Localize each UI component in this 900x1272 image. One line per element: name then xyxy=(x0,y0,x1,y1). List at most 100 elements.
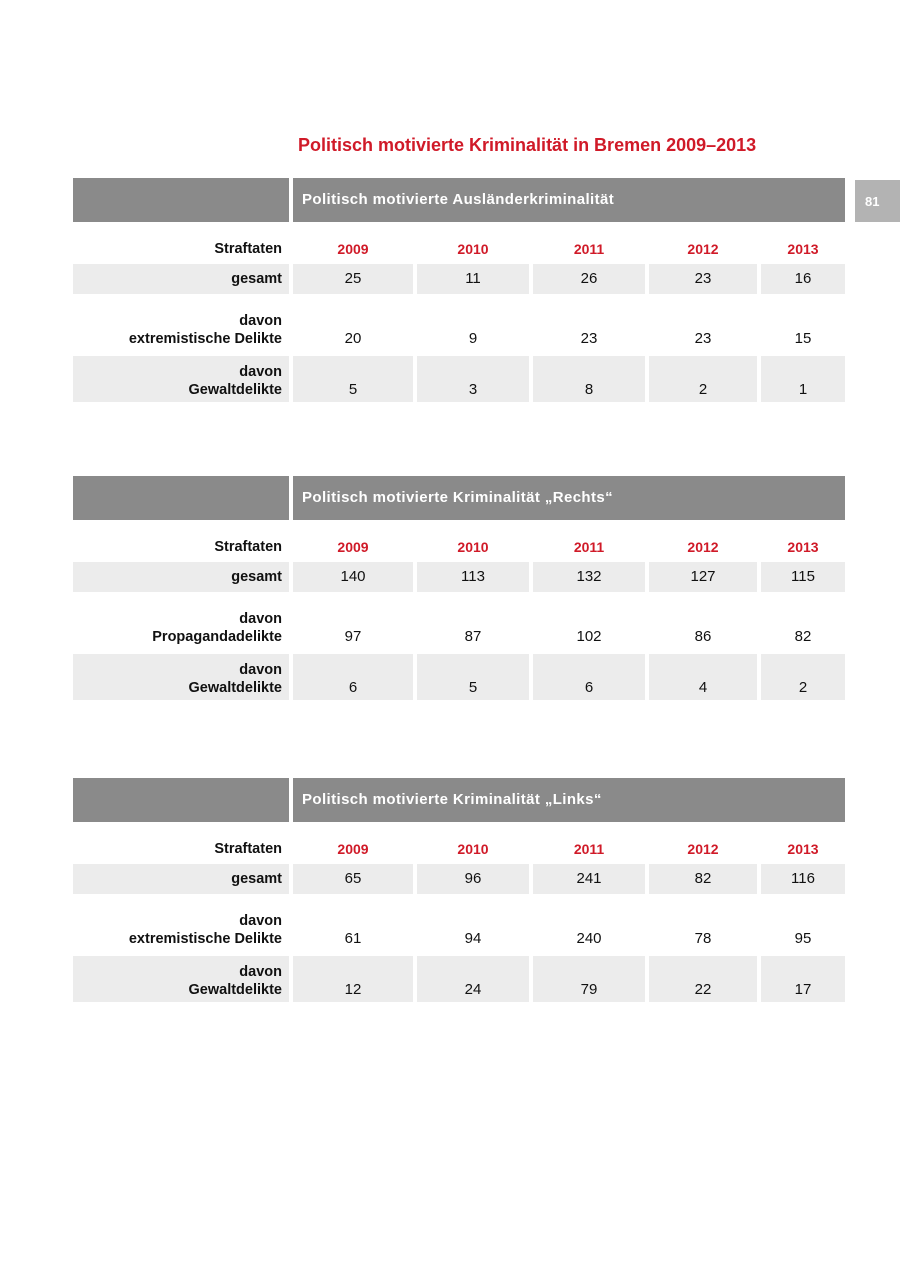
row-label: davon Gewaltdelikte xyxy=(73,956,289,1002)
value-cell: 1 xyxy=(761,356,845,402)
value-cell: 97 xyxy=(344,628,362,645)
page-number-badge: 81 xyxy=(855,180,900,222)
value-cell: 16 xyxy=(761,264,845,294)
column-header-year: 2010 xyxy=(457,841,489,857)
column-header-year: 2011 xyxy=(573,539,605,555)
page-number-label: 81 xyxy=(865,193,880,209)
value-cell: 5 xyxy=(417,654,529,700)
column-header-year: 2010 xyxy=(457,241,489,257)
value-cell: 2 xyxy=(649,356,757,402)
table-rechts: Politisch motivierte Kriminalität „Recht… xyxy=(73,476,845,700)
value-cell: 25 xyxy=(293,264,413,294)
value-cell: 4 xyxy=(649,654,757,700)
value-cell: 116 xyxy=(761,864,845,894)
value-cell: 86 xyxy=(694,628,712,645)
column-header-straftaten: Straftaten xyxy=(214,241,282,257)
row-label-line: davon xyxy=(239,313,282,329)
table-header-spacer xyxy=(73,778,289,822)
row-label-line: davon xyxy=(239,611,282,627)
row-label: davon Propagandadelikte xyxy=(73,592,289,654)
value-cell: 8 xyxy=(533,356,645,402)
value-cell: 82 xyxy=(794,628,812,645)
column-header-year: 2012 xyxy=(687,539,719,555)
column-header-year: 2011 xyxy=(573,241,605,257)
row-label-line: extremistische Delikte xyxy=(128,931,282,947)
row-label: gesamt xyxy=(73,562,289,592)
row-label-line: Gewaltdelikte xyxy=(188,680,282,696)
row-label: davon Gewaltdelikte xyxy=(73,654,289,700)
value-cell: 20 xyxy=(344,330,362,347)
value-cell: 23 xyxy=(649,264,757,294)
value-cell: 9 xyxy=(468,330,478,347)
value-cell: 2 xyxy=(761,654,845,700)
value-cell: 96 xyxy=(417,864,529,894)
value-cell: 241 xyxy=(533,864,645,894)
row-label: davon Gewaltdelikte xyxy=(73,356,289,402)
row-label-line: davon xyxy=(239,964,282,980)
row-label-line: Gewaltdelikte xyxy=(188,982,282,998)
value-cell: 87 xyxy=(464,628,482,645)
row-label-line: davon xyxy=(239,364,282,380)
column-header-year: 2011 xyxy=(573,841,605,857)
value-cell: 24 xyxy=(417,956,529,1002)
value-cell: 115 xyxy=(761,562,845,592)
table-header-title: Politisch motivierte Kriminalität „Links… xyxy=(293,778,845,822)
value-cell: 23 xyxy=(580,330,598,347)
row-label-line: Propagandadelikte xyxy=(152,629,282,645)
value-cell: 140 xyxy=(293,562,413,592)
row-label: gesamt xyxy=(73,264,289,294)
value-cell: 23 xyxy=(694,330,712,347)
table-header-spacer xyxy=(73,476,289,520)
value-cell: 15 xyxy=(794,330,812,347)
column-header-year: 2013 xyxy=(787,841,819,857)
column-header-year: 2009 xyxy=(337,841,369,857)
column-header-year: 2009 xyxy=(337,241,369,257)
value-cell: 127 xyxy=(649,562,757,592)
value-cell: 102 xyxy=(576,628,602,645)
column-header-year: 2013 xyxy=(787,241,819,257)
value-cell: 65 xyxy=(293,864,413,894)
column-header-year: 2010 xyxy=(457,539,489,555)
row-label: davon extremistische Delikte xyxy=(73,294,289,356)
table-header-title: Politisch motivierte Kriminalität „Recht… xyxy=(293,476,845,520)
column-header-year: 2009 xyxy=(337,539,369,555)
value-cell: 5 xyxy=(293,356,413,402)
column-header-year: 2012 xyxy=(687,241,719,257)
row-label-line: gesamt xyxy=(231,871,282,887)
row-label: gesamt xyxy=(73,864,289,894)
page-title: Politisch motivierte Kriminalität in Bre… xyxy=(298,135,757,155)
value-cell: 132 xyxy=(533,562,645,592)
value-cell: 61 xyxy=(344,930,362,947)
row-label-line: davon xyxy=(239,662,282,678)
table-auslaenderkriminalitaet: Politisch motivierte Ausländerkriminalit… xyxy=(73,178,845,402)
value-cell: 113 xyxy=(417,562,529,592)
column-header-straftaten: Straftaten xyxy=(214,539,282,555)
row-label-line: gesamt xyxy=(231,569,282,585)
value-cell: 79 xyxy=(533,956,645,1002)
column-header-year: 2012 xyxy=(687,841,719,857)
value-cell: 82 xyxy=(649,864,757,894)
table-links: Politisch motivierte Kriminalität „Links… xyxy=(73,778,845,1002)
value-cell: 240 xyxy=(576,930,602,947)
value-cell: 78 xyxy=(694,930,712,947)
row-label: davon extremistische Delikte xyxy=(73,894,289,956)
table-header-title: Politisch motivierte Ausländerkriminalit… xyxy=(293,178,845,222)
value-cell: 17 xyxy=(761,956,845,1002)
value-cell: 95 xyxy=(794,930,812,947)
value-cell: 12 xyxy=(293,956,413,1002)
value-cell: 6 xyxy=(293,654,413,700)
row-label-line: davon xyxy=(239,913,282,929)
column-header-year: 2013 xyxy=(787,539,819,555)
value-cell: 6 xyxy=(533,654,645,700)
value-cell: 94 xyxy=(464,930,482,947)
table-header-spacer xyxy=(73,178,289,222)
row-label-line: extremistische Delikte xyxy=(128,331,282,347)
value-cell: 22 xyxy=(649,956,757,1002)
column-header-straftaten: Straftaten xyxy=(214,841,282,857)
row-label-line: Gewaltdelikte xyxy=(188,382,282,398)
value-cell: 3 xyxy=(417,356,529,402)
value-cell: 26 xyxy=(533,264,645,294)
value-cell: 11 xyxy=(417,264,529,294)
row-label-line: gesamt xyxy=(231,271,282,287)
